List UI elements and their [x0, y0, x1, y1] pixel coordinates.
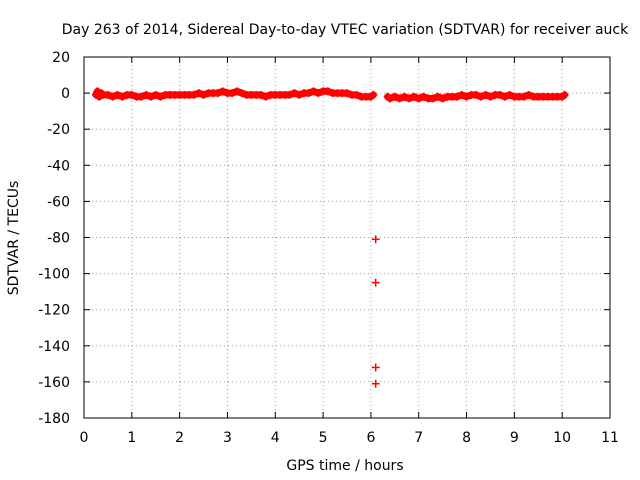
y-tick-label: 20 — [52, 50, 70, 66]
x-tick-label: 3 — [223, 430, 232, 446]
x-tick-label: 4 — [271, 430, 280, 446]
data-point — [371, 235, 380, 244]
y-tick-label: -100 — [38, 267, 70, 283]
y-tick-label: -160 — [38, 375, 70, 391]
x-tick-label: 7 — [414, 430, 423, 446]
x-tick-label: 10 — [553, 430, 571, 446]
x-tick-label: 8 — [462, 430, 471, 446]
x-tick-label: 9 — [510, 430, 519, 446]
x-axis-title: GPS time / hours — [286, 458, 403, 474]
gridlines — [84, 57, 610, 418]
y-tick-label: -20 — [47, 122, 70, 138]
data-point — [371, 363, 380, 372]
y-tick-label: -40 — [47, 158, 70, 174]
x-tick-label: 5 — [319, 430, 328, 446]
x-tick-label: 2 — [175, 430, 184, 446]
dense-point-band — [92, 87, 377, 101]
x-tick-label: 11 — [601, 430, 619, 446]
y-tick-label: -140 — [38, 339, 70, 355]
x-tick-label: 0 — [80, 430, 89, 446]
y-axis-title: SDTVAR / TECUs — [6, 181, 22, 296]
x-tick-label: 1 — [127, 430, 136, 446]
data-point — [371, 278, 380, 287]
dense-point-band — [384, 91, 569, 102]
data-points — [91, 87, 569, 388]
data-point — [371, 379, 380, 388]
chart-title: Day 263 of 2014, Sidereal Day-to-day VTE… — [62, 22, 629, 38]
y-tick-label: 0 — [61, 86, 70, 102]
x-tick-label: 6 — [366, 430, 375, 446]
y-tick-label: -120 — [38, 303, 70, 319]
y-tick-label: -60 — [47, 194, 70, 210]
y-tick-label: -180 — [38, 411, 70, 427]
y-tick-label: -80 — [47, 231, 70, 247]
axis-ticks: 0 1 2 3 4 5 6 7 8 9 10 11 20 0 -20 -40 -60 -80 -100 -120 -14… — [38, 50, 619, 446]
